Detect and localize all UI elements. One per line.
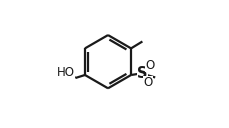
Text: O: O — [144, 59, 154, 72]
Text: O: O — [143, 76, 152, 89]
Text: S: S — [136, 66, 147, 81]
Text: HO: HO — [57, 66, 74, 79]
